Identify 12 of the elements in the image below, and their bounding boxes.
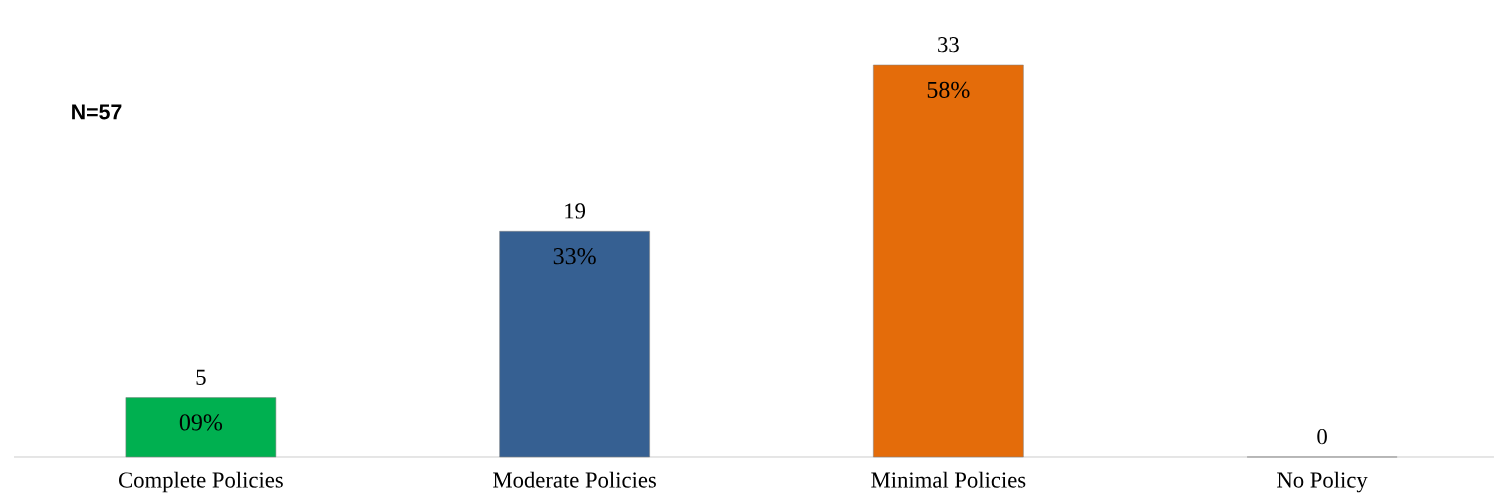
annotation: 09% (179, 414, 223, 431)
x-tick-label: Complete Policies (119, 471, 283, 493)
data-label: 0 (1317, 428, 1327, 445)
data-label: 19 (565, 203, 586, 219)
x-tick-label: No Policy (1277, 471, 1368, 493)
data-label: 5 (196, 369, 206, 385)
data-label: 33 (938, 37, 959, 53)
annotation: 33% (553, 248, 596, 265)
annotation: 58% (927, 81, 970, 98)
annotation: N=57 (72, 104, 122, 120)
x-tick-label: Moderate Policies (493, 471, 656, 488)
x-tick-label: Minimal Policies (871, 471, 1026, 488)
